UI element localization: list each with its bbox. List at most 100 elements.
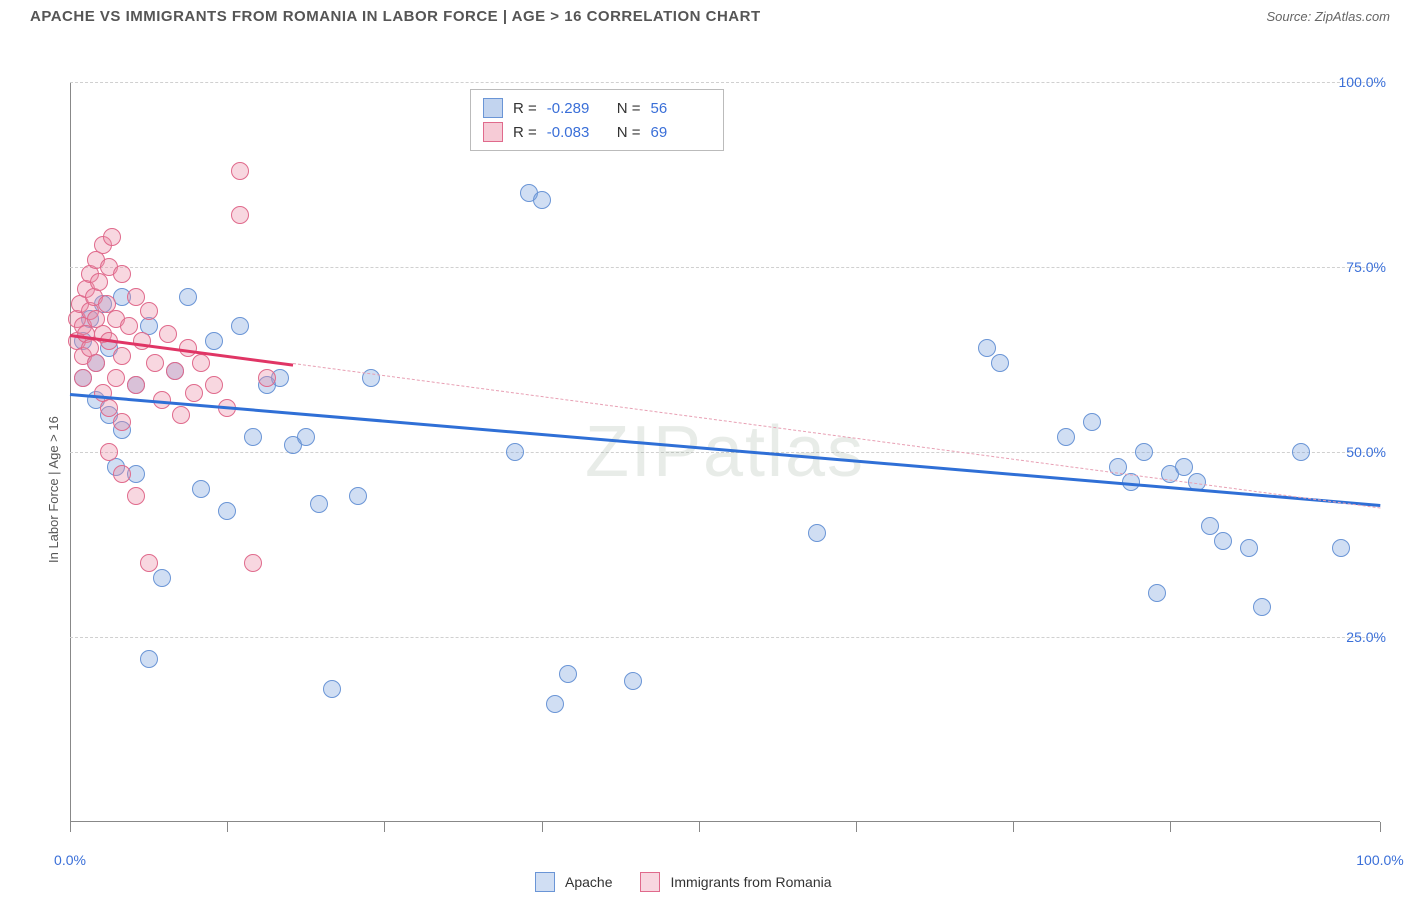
xtick-mark [1170, 822, 1171, 832]
scatter-point [1240, 539, 1258, 557]
scatter-point [1201, 517, 1219, 535]
scatter-point [991, 354, 1009, 372]
scatter-point [533, 191, 551, 209]
scatter-point [113, 465, 131, 483]
scatter-point [624, 672, 642, 690]
scatter-point [244, 428, 262, 446]
scatter-point [506, 443, 524, 461]
scatter-point [127, 288, 145, 306]
r-value: -0.289 [547, 100, 607, 117]
ytick-label: 100.0% [1339, 74, 1386, 90]
xtick-mark [856, 822, 857, 832]
scatter-point [192, 480, 210, 498]
scatter-point [231, 162, 249, 180]
legend-swatch [640, 872, 660, 892]
scatter-point [140, 302, 158, 320]
scatter-point [100, 399, 118, 417]
y-axis-label: In Labor Force | Age > 16 [46, 416, 61, 563]
r-label: R = [513, 124, 537, 141]
legend-swatch [483, 122, 503, 142]
scatter-point [205, 376, 223, 394]
scatter-point [185, 384, 203, 402]
stats-legend: R =-0.289N =56R =-0.083N =69 [470, 89, 724, 151]
scatter-point [1148, 584, 1166, 602]
scatter-point [140, 650, 158, 668]
xtick-mark [542, 822, 543, 832]
scatter-point [192, 354, 210, 372]
r-label: R = [513, 100, 537, 117]
ytick-label: 75.0% [1346, 259, 1386, 275]
gridline-h [70, 267, 1380, 268]
legend-series-label: Apache [565, 874, 612, 890]
n-label: N = [617, 100, 641, 117]
gridline-h [70, 82, 1380, 83]
scatter-point [978, 339, 996, 357]
scatter-point [1135, 443, 1153, 461]
ytick-label: 25.0% [1346, 629, 1386, 645]
scatter-point [244, 554, 262, 572]
stats-legend-row: R =-0.083N =69 [483, 120, 711, 144]
legend-swatch [483, 98, 503, 118]
scatter-point [808, 524, 826, 542]
r-value: -0.083 [547, 124, 607, 141]
scatter-point [127, 487, 145, 505]
scatter-point [1083, 413, 1101, 431]
scatter-point [1057, 428, 1075, 446]
scatter-point [1292, 443, 1310, 461]
n-label: N = [617, 124, 641, 141]
scatter-point [103, 228, 121, 246]
scatter-point [231, 206, 249, 224]
scatter-point [113, 265, 131, 283]
scatter-point [218, 502, 236, 520]
scatter-point [120, 317, 138, 335]
source-credit: Source: ZipAtlas.com [1266, 9, 1390, 24]
scatter-point [297, 428, 315, 446]
xtick-mark [227, 822, 228, 832]
gridline-h [70, 637, 1380, 638]
scatter-point [323, 680, 341, 698]
xtick-mark [1380, 822, 1381, 832]
scatter-point [1214, 532, 1232, 550]
xtick-mark [699, 822, 700, 832]
xtick-mark [1013, 822, 1014, 832]
scatter-point [140, 554, 158, 572]
scatter-point [1175, 458, 1193, 476]
scatter-point [113, 413, 131, 431]
scatter-point [349, 487, 367, 505]
gridline-h [70, 452, 1380, 453]
scatter-point [172, 406, 190, 424]
scatter-point [559, 665, 577, 683]
series-legend: Apache Immigrants from Romania [535, 872, 850, 892]
xtick-label: 100.0% [1356, 852, 1403, 868]
scatter-point [1332, 539, 1350, 557]
scatter-point [231, 317, 249, 335]
scatter-point [205, 332, 223, 350]
scatter-point [74, 369, 92, 387]
legend-series-label: Immigrants from Romania [670, 874, 831, 890]
scatter-point [153, 569, 171, 587]
scatter-point [166, 362, 184, 380]
scatter-point [113, 347, 131, 365]
stats-legend-row: R = -0.289 N = 56 [483, 96, 711, 120]
scatter-point [146, 354, 164, 372]
scatter-point [258, 369, 276, 387]
xtick-mark [70, 822, 71, 832]
xtick-label: 0.0% [54, 852, 86, 868]
ytick-label: 50.0% [1346, 444, 1386, 460]
header: APACHE VS IMMIGRANTS FROM ROMANIA IN LAB… [0, 0, 1406, 37]
scatter-point [1253, 598, 1271, 616]
correlation-scatter-chart: 25.0% 50.0% 75.0% 100.0% 0.0% 100.0% In Labor … [30, 37, 1400, 902]
scatter-point [546, 695, 564, 713]
n-value: 56 [651, 100, 711, 117]
legend-swatch [535, 872, 555, 892]
scatter-point [159, 325, 177, 343]
scatter-point [179, 288, 197, 306]
scatter-point [107, 369, 125, 387]
chart-title: APACHE VS IMMIGRANTS FROM ROMANIA IN LAB… [30, 8, 761, 25]
scatter-point [310, 495, 328, 513]
scatter-point [90, 273, 108, 291]
scatter-point [100, 443, 118, 461]
xtick-mark [384, 822, 385, 832]
scatter-point [127, 376, 145, 394]
scatter-point [87, 354, 105, 372]
